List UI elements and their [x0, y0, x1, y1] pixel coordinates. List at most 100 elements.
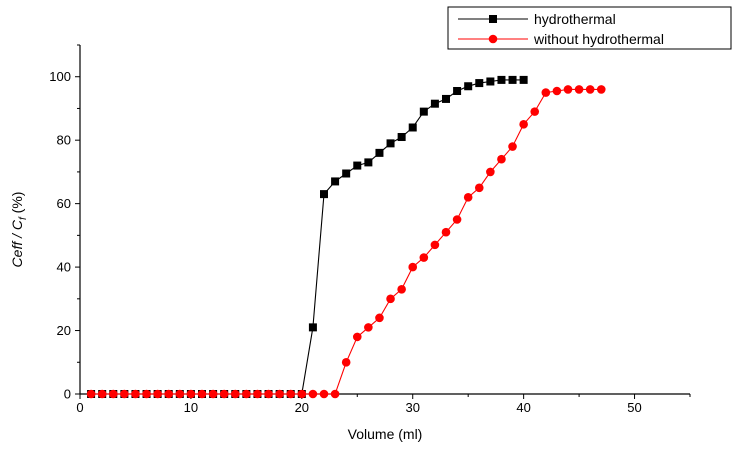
data-point	[308, 323, 317, 332]
series-layer	[86, 75, 606, 399]
data-point	[186, 389, 196, 399]
y-tick-label: 100	[49, 69, 71, 84]
data-point	[430, 99, 439, 108]
data-point	[486, 167, 495, 177]
data-point	[264, 389, 273, 399]
x-tick-label: 20	[295, 400, 309, 415]
data-point	[408, 123, 417, 132]
data-point	[175, 389, 185, 399]
y-tick-label: 60	[57, 196, 71, 211]
data-point	[297, 389, 307, 399]
data-point	[275, 389, 284, 399]
data-point	[464, 82, 473, 91]
legend-label: hydrothermal	[534, 11, 616, 27]
data-point	[208, 389, 218, 399]
data-point	[552, 86, 562, 96]
data-point	[563, 85, 573, 94]
data-point	[86, 389, 96, 399]
legend-label: without hydrothermal	[533, 31, 664, 47]
data-point	[397, 285, 406, 294]
x-axis-title: Volume (ml)	[348, 426, 423, 442]
y-tick-label: 20	[57, 323, 71, 338]
axes: 0 10 20 30 40 50 0 20 40 60 80 100	[49, 44, 691, 415]
data-point	[308, 389, 318, 399]
data-point	[375, 313, 384, 323]
data-point	[430, 240, 440, 250]
series-1	[86, 85, 606, 399]
data-point	[319, 389, 329, 399]
data-point	[508, 75, 517, 84]
data-point	[253, 389, 262, 399]
data-point	[230, 389, 240, 399]
legend: hydrothermal without hydrothermal	[447, 6, 732, 50]
data-point	[408, 262, 418, 272]
legend-item: without hydrothermal	[458, 31, 664, 47]
data-point	[97, 389, 107, 399]
data-point	[386, 139, 395, 148]
data-point	[441, 227, 451, 237]
data-point	[320, 190, 328, 199]
legend-swatch-marker	[489, 15, 497, 23]
y-axis-title: Ceff / Cf (%)	[9, 192, 29, 268]
y-axis-title-unit: (%)	[9, 192, 25, 218]
data-point	[452, 215, 462, 224]
x-tick-label: 40	[516, 400, 530, 415]
data-point	[364, 323, 373, 332]
data-point	[330, 389, 340, 399]
data-point	[453, 87, 462, 96]
legend-items: hydrothermal without hydrothermal	[458, 11, 664, 47]
x-tick-label: 50	[627, 400, 641, 415]
data-point	[419, 107, 428, 116]
x-tick-label: 30	[405, 400, 419, 415]
data-point	[242, 389, 251, 399]
series-line	[91, 88, 602, 395]
x-tick-label: 10	[184, 400, 198, 415]
data-point	[286, 389, 296, 399]
data-point	[519, 120, 528, 129]
data-point	[397, 133, 406, 142]
data-point	[475, 79, 484, 88]
data-point	[341, 357, 351, 367]
data-point	[352, 332, 362, 342]
data-point	[508, 142, 517, 151]
data-point	[131, 389, 140, 399]
data-point	[574, 85, 584, 94]
data-point	[197, 389, 207, 399]
y-tick-label: 80	[57, 133, 71, 148]
data-point	[463, 192, 473, 202]
data-point	[342, 169, 351, 178]
series-line	[91, 79, 524, 395]
data-point	[219, 389, 229, 399]
data-point	[596, 85, 606, 94]
data-point	[486, 77, 495, 86]
data-point	[108, 389, 118, 399]
data-point	[497, 154, 506, 164]
data-point	[120, 389, 129, 399]
y-tick-label: 40	[57, 260, 71, 275]
legend-item: hydrothermal	[458, 11, 616, 27]
y-axis-title-main: Ceff / C	[9, 219, 25, 267]
data-point	[419, 253, 429, 262]
y-axis-title-sub: f	[18, 216, 29, 220]
x-tick-label: 0	[76, 400, 83, 415]
data-point	[530, 107, 540, 116]
data-point	[519, 75, 528, 84]
data-point	[585, 85, 595, 94]
legend-swatch-marker	[488, 34, 498, 44]
axis-labels: Volume (ml) Ceff / Cf (%)	[9, 192, 422, 442]
data-point	[353, 161, 362, 170]
series-0	[87, 75, 528, 398]
data-point	[442, 94, 450, 103]
data-point	[164, 389, 174, 399]
data-point	[497, 75, 506, 84]
data-point	[153, 389, 162, 399]
data-point	[364, 158, 373, 167]
data-point	[474, 183, 484, 193]
y-tick-label: 0	[64, 387, 71, 402]
data-point	[142, 389, 151, 399]
data-point	[541, 88, 551, 97]
data-point	[386, 294, 395, 304]
data-point	[375, 148, 384, 157]
